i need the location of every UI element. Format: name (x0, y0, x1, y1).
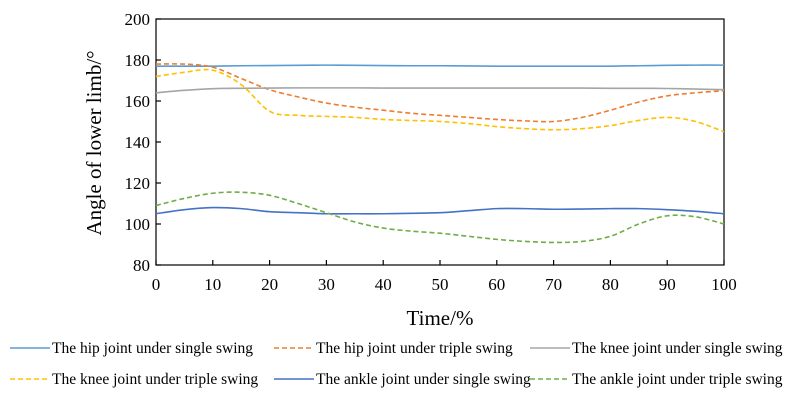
series-line-the-knee-joint-under-single-swing (155, 87, 725, 94)
series-line-the-hip-joint-under-triple-swing (155, 63, 725, 123)
plot-area-border (155, 18, 725, 266)
series-line-the-knee-joint-under-triple-swing (155, 68, 725, 133)
legend-label-the-knee-joint-under-single-swing: The knee joint under single swing (572, 340, 783, 357)
y-tick-label: 200 (125, 10, 151, 29)
legend-label-the-ankle-joint-under-triple-swing: The ankle joint under triple swing (572, 371, 783, 388)
x-tick-label: 60 (488, 275, 505, 294)
x-tick-label: 70 (545, 275, 562, 294)
y-tick-label: 80 (133, 256, 150, 275)
series-line-the-ankle-joint-under-triple-swing (155, 191, 725, 244)
y-tick-label: 140 (125, 133, 151, 152)
legend-label-the-ankle-joint-under-single-swing: The ankle joint under single swing (316, 371, 531, 388)
series-line-the-hip-joint-under-single-swing (156, 64, 725, 67)
x-tick-label: 40 (375, 275, 392, 294)
x-tick-label: 90 (659, 275, 676, 294)
x-tick-label: 100 (711, 275, 737, 294)
plot-frame (155, 18, 725, 266)
legend-label-the-knee-joint-under-triple-swing: The knee joint under triple swing (52, 371, 258, 388)
x-axis-title: Time/% (407, 306, 474, 330)
y-tick-label: 100 (125, 215, 151, 234)
x-tick-label: 10 (204, 275, 221, 294)
axis-ticks: 0 10 20 30 40 50 60 70 80 90 100 80 100 120 140 160 180 2… (125, 10, 737, 294)
x-tick-label: 80 (602, 275, 619, 294)
legend-label-the-hip-joint-under-triple-swing: The hip joint under triple swing (316, 340, 513, 357)
series-line-the-ankle-joint-under-single-swing (155, 206, 725, 215)
legend-label-the-hip-joint-under-single-swing: The hip joint under single swing (52, 340, 253, 357)
x-tick-label: 0 (152, 275, 161, 294)
x-tick-label: 20 (261, 275, 278, 294)
y-tick-label: 120 (125, 174, 151, 193)
x-tick-label: 50 (432, 275, 449, 294)
y-tick-label: 180 (125, 51, 151, 70)
legend: The hip joint under single swing The hip … (10, 340, 783, 388)
y-tick-label: 160 (125, 92, 151, 111)
x-tick-label: 30 (318, 275, 335, 294)
y-axis-title: Angle of lower limb/° (82, 50, 106, 235)
series-lines (155, 63, 725, 244)
